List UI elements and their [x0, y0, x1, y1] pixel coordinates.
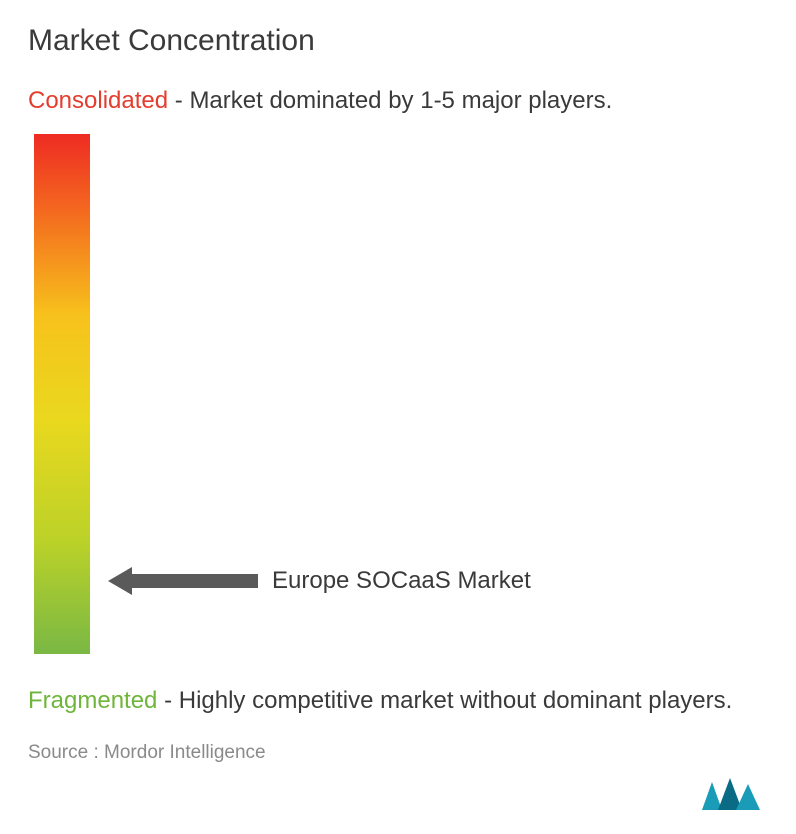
concentration-scale: Europe SOCaaS Market: [28, 134, 768, 664]
consolidated-desc: - Market dominated by 1-5 major players.: [168, 87, 612, 114]
brand-logo-icon: [698, 774, 770, 814]
arrow-left-icon: [108, 573, 258, 589]
fragmented-desc: - Highly competitive market without domi…: [157, 687, 732, 714]
consolidated-label: Consolidated: [28, 87, 168, 114]
page-title: Market Concentration: [28, 24, 768, 58]
source-attribution: Source : Mordor Intelligence: [28, 742, 768, 764]
fragmented-label: Fragmented: [28, 687, 157, 714]
market-marker: Europe SOCaaS Market: [108, 567, 531, 595]
consolidated-legend: Consolidated - Market dominated by 1-5 m…: [28, 86, 768, 116]
gradient-bar: [34, 134, 90, 654]
fragmented-legend: Fragmented - Highly competitive market w…: [28, 686, 768, 716]
arrow-head: [108, 567, 132, 595]
marker-label: Europe SOCaaS Market: [272, 567, 531, 595]
arrow-shaft: [132, 574, 258, 588]
